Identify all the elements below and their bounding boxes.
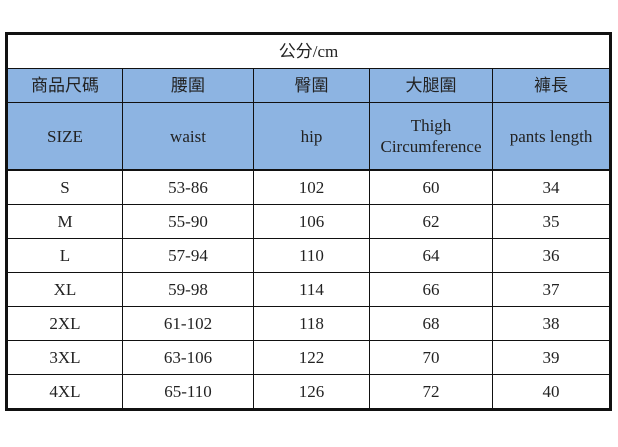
table-row-cell: 53-86 <box>122 169 254 205</box>
table-row-cell: 37 <box>491 272 611 307</box>
table-row: 2XL 61-102 118 68 38 <box>7 306 611 341</box>
header-row-zh: 商品尺碼 腰圍 臀圍 大腿圍 褲長 <box>7 68 611 103</box>
table-row-cell: L <box>7 238 123 273</box>
table-row-cell: 60 <box>369 169 493 205</box>
header-row-en-cell: hip <box>253 102 370 171</box>
table-row: XL 59-98 114 66 37 <box>7 272 611 307</box>
table-row-cell: 38 <box>491 306 611 341</box>
header-row-en-cell: SIZE <box>7 102 123 171</box>
header-row-zh-cell: 大腿圍 <box>369 68 493 103</box>
header-row-zh-cell: 腰圍 <box>122 68 254 103</box>
header-row-en-cell: waist <box>122 102 254 171</box>
unit-title: 公分/cm <box>6 34 611 69</box>
table-row-cell: 66 <box>369 272 493 307</box>
table-row-cell: 65-110 <box>122 374 254 409</box>
table-row-cell: 36 <box>491 238 611 273</box>
table-row-cell: 59-98 <box>122 272 254 307</box>
table-row-cell: 102 <box>253 169 370 205</box>
table-row-cell: 110 <box>253 238 370 273</box>
header-row-zh-cell: 商品尺碼 <box>7 68 123 103</box>
table-row-cell: 2XL <box>7 306 123 341</box>
table-row-cell: 55-90 <box>122 204 254 239</box>
table-row-cell: 39 <box>491 340 611 375</box>
header-row-zh-cell: 褲長 <box>491 68 611 103</box>
table-row-cell: XL <box>7 272 123 307</box>
table-row-cell: 68 <box>369 306 493 341</box>
table-row-cell: 70 <box>369 340 493 375</box>
table-row-cell: 4XL <box>7 374 123 409</box>
table-row: 4XL 65-110 126 72 40 <box>7 374 611 409</box>
table-row-cell: 62 <box>369 204 493 239</box>
size-chart-table: 公分/cm 商品尺碼 腰圍 臀圍 大腿圍 褲長 SIZE waist hip Thigh Cir… <box>4 32 613 411</box>
table-row: 3XL 63-106 122 70 39 <box>7 340 611 375</box>
header-row-zh-cell: 臀圍 <box>253 68 370 103</box>
table-row: S 53-86 102 60 34 <box>7 169 611 205</box>
table-row-cell: 72 <box>369 374 493 409</box>
table-row-cell: 40 <box>491 374 611 409</box>
table-row-cell: 64 <box>369 238 493 273</box>
table-row-cell: 34 <box>491 169 611 205</box>
table-row-cell: 61-102 <box>122 306 254 341</box>
table-row-cell: 118 <box>253 306 370 341</box>
table-row-cell: 35 <box>491 204 611 239</box>
table-row-cell: 114 <box>253 272 370 307</box>
table-row-cell: M <box>7 204 123 239</box>
table-row: M 55-90 106 62 35 <box>7 204 611 239</box>
table-row-cell: 63-106 <box>122 340 254 375</box>
table-row-cell: 126 <box>253 374 370 409</box>
table-row-cell: 3XL <box>7 340 123 375</box>
table-row-cell: 106 <box>253 204 370 239</box>
table-row: L 57-94 110 64 36 <box>7 238 611 273</box>
table-row-cell: S <box>7 169 123 205</box>
header-row-en-cell: Thigh Circumference <box>369 102 493 171</box>
header-row-en-cell: pants length <box>491 102 611 171</box>
header-row-en: SIZE waist hip Thigh Circumference pants len… <box>7 102 611 171</box>
table-row-cell: 57-94 <box>122 238 254 273</box>
table-row-cell: 122 <box>253 340 370 375</box>
